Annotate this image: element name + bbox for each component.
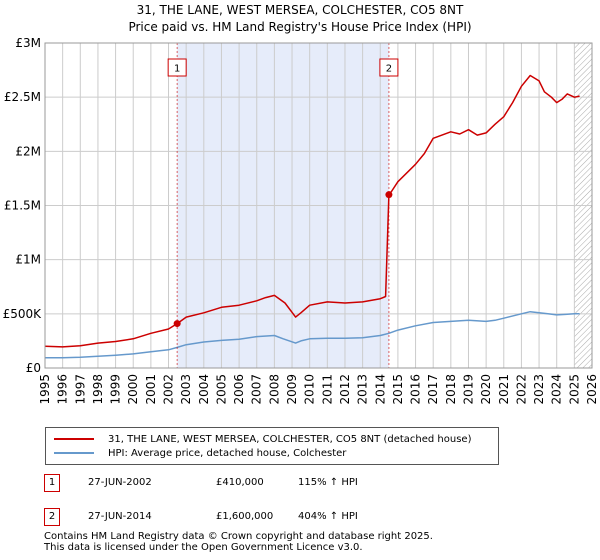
chart-title-line1: 31, THE LANE, WEST MERSEA, COLCHESTER, C…	[136, 3, 464, 17]
legend-label-property: 31, THE LANE, WEST MERSEA, COLCHESTER, C…	[108, 433, 472, 445]
x-tick-label: 2000	[126, 374, 140, 405]
y-tick-label: £1M	[15, 253, 41, 267]
legend-label-hpi: HPI: Average price, detached house, Colc…	[108, 447, 347, 459]
legend-item-hpi: HPI: Average price, detached house, Colc…	[54, 446, 346, 460]
x-tick-label: 2018	[444, 374, 458, 405]
x-tick-label: 2020	[479, 374, 493, 405]
legend: 31, THE LANE, WEST MERSEA, COLCHESTER, C…	[45, 427, 499, 465]
sale-row: 1 27-JUN-2002 £410,000 115% ↑ HPI	[44, 474, 444, 494]
x-tick-label: 2005	[214, 374, 228, 405]
x-tick-label: 2024	[550, 374, 564, 405]
x-tick-label: 1997	[73, 374, 87, 405]
x-tick-label: 1999	[109, 374, 123, 405]
x-tick-label: 2017	[426, 374, 440, 405]
x-tick-label: 2025	[567, 374, 581, 405]
x-tick-label: 2006	[232, 374, 246, 405]
sale-point	[173, 320, 181, 328]
x-tick-label: 2009	[285, 374, 299, 405]
plot-frame	[44, 42, 593, 369]
sale-date: 27-JUN-2014	[88, 511, 152, 522]
x-tick-label: 2007	[250, 374, 264, 405]
x-tick-label: 1995	[38, 374, 52, 405]
sale-price: £410,000	[216, 477, 264, 488]
x-tick-label: 2002	[162, 374, 176, 405]
sale-marker-label: 2	[386, 64, 392, 75]
x-tick-label: 1998	[91, 374, 105, 405]
x-tick-label: 2014	[373, 374, 387, 405]
footer-attribution: Contains HM Land Registry data © Crown c…	[44, 531, 433, 553]
y-tick-label: £2.5M	[4, 90, 41, 104]
x-tick-label: 2023	[532, 374, 546, 405]
x-tick-label: 2019	[461, 374, 475, 405]
sale-marker-label: 1	[174, 64, 180, 75]
sale-marker-box	[167, 58, 187, 77]
footer-line1: Contains HM Land Registry data © Crown c…	[44, 531, 433, 542]
x-tick-label: 2026	[585, 374, 599, 405]
footer-line2: This data is licensed under the Open Gov…	[44, 542, 363, 553]
x-tick-label: 2004	[197, 374, 211, 405]
x-tick-label: 2003	[179, 374, 193, 405]
x-tick-label: 1996	[56, 374, 70, 405]
legend-swatch-hpi	[54, 452, 94, 454]
y-tick-label: £3M	[15, 36, 41, 50]
sale-marker-box	[379, 58, 399, 77]
sale-hpi-change: 115% ↑ HPI	[298, 477, 358, 488]
x-tick-label: 2016	[409, 374, 423, 405]
y-tick-label: £1.5M	[4, 199, 41, 213]
x-tick-label: 2022	[514, 374, 528, 405]
sale-price: £1,600,000	[216, 511, 274, 522]
x-tick-label: 2001	[144, 374, 158, 405]
x-tick-label: 2008	[267, 374, 281, 405]
x-tick-label: 2021	[497, 374, 511, 405]
chart-subtitle: Price paid vs. HM Land Registry's House …	[128, 20, 472, 34]
chart-title: 31, THE LANE, WEST MERSEA, COLCHESTER, C…	[0, 2, 600, 36]
y-tick-label: £0	[26, 361, 41, 375]
legend-item-property: 31, THE LANE, WEST MERSEA, COLCHESTER, C…	[54, 432, 471, 446]
sale-row: 2 27-JUN-2014 £1,600,000 404% ↑ HPI	[44, 508, 444, 528]
sale-number-badge: 1	[44, 474, 60, 492]
y-tick-label: £2M	[15, 144, 41, 158]
y-tick-label: £500K	[3, 307, 43, 321]
x-tick-label: 2011	[320, 374, 334, 405]
x-tick-label: 2015	[391, 374, 405, 405]
legend-swatch-property	[54, 438, 94, 440]
sale-date: 27-JUN-2002	[88, 477, 152, 488]
sale-hpi-change: 404% ↑ HPI	[298, 511, 358, 522]
x-tick-label: 2012	[338, 374, 352, 405]
x-tick-label: 2013	[356, 374, 370, 405]
x-tick-label: 2010	[303, 374, 317, 405]
hpi-line	[45, 310, 580, 359]
sale-number-badge: 2	[44, 508, 60, 526]
sale-point	[385, 191, 393, 199]
